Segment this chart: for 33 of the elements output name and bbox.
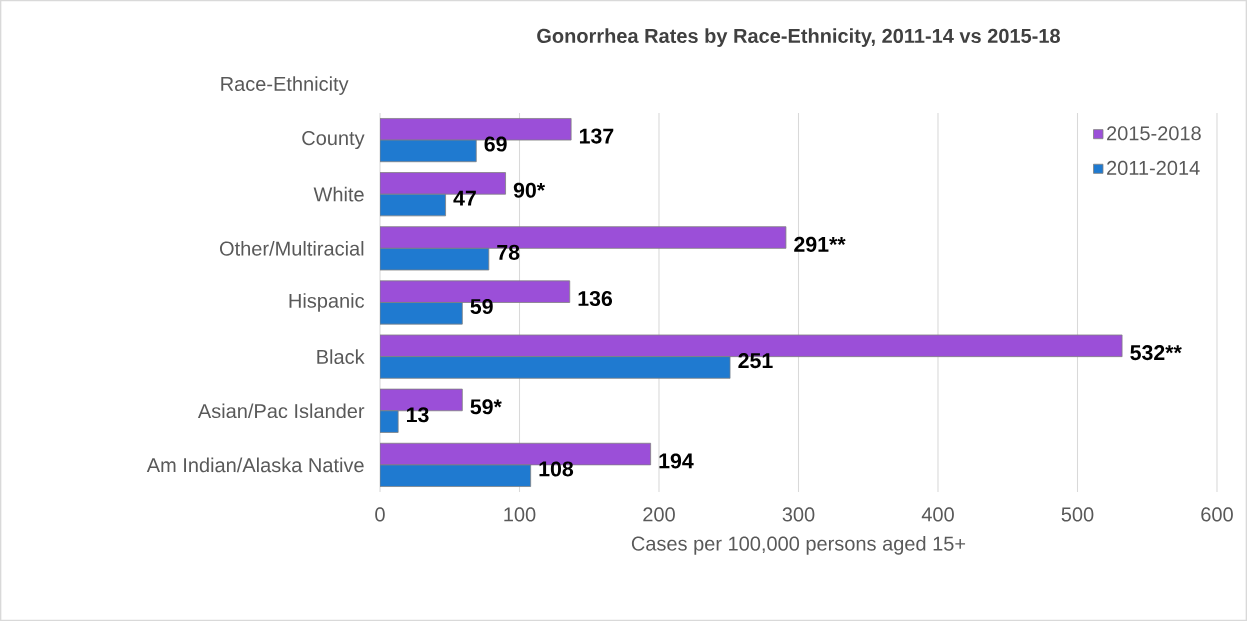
y-tick-label: Asian/Pac Islander (197, 403, 365, 419)
data-label: 90* (513, 182, 546, 198)
data-label: 251 (738, 353, 773, 369)
legend-label: 2015-2018 (1107, 126, 1201, 141)
x-axis-title: Cases per 100,000 persons aged 15+ (631, 536, 966, 555)
x-tick-label: 0 (375, 507, 385, 522)
data-label: 59 (470, 298, 493, 315)
legend-label: 2011-2014 (1107, 160, 1200, 175)
x-tick-label: 400 (921, 507, 954, 522)
data-label: 108 (539, 461, 574, 477)
y-tick-label: County (302, 131, 365, 150)
y-tick-label: White (313, 186, 364, 202)
data-label: 47 (453, 190, 476, 206)
data-label: 137 (579, 128, 614, 144)
data-label: 59* (470, 399, 502, 415)
data-label: 78 (497, 244, 520, 260)
chart-title: Gonorrhea Rates by Race-Ethnicity, 2011-14 vs 2015-18 (537, 28, 1060, 47)
x-tick-label: 200 (643, 507, 675, 522)
data-label: 291** (794, 236, 846, 252)
data-label: 69 (484, 136, 507, 152)
x-tick-label: 600 (1201, 507, 1233, 522)
data-label: 136 (578, 290, 613, 307)
data-label: 13 (406, 407, 429, 423)
y-axis-title: Race-Ethnicity (221, 76, 349, 95)
data-label: 194 (659, 453, 694, 469)
y-tick-label: Am Indian/Alaska Native (146, 457, 364, 473)
data-label: 532** (1130, 345, 1182, 361)
y-tick-label: Other/Multiracial (219, 241, 364, 256)
x-tick-label: 500 (1061, 507, 1094, 522)
x-tick-label: 300 (782, 507, 815, 522)
y-tick-label: Black (317, 349, 365, 364)
x-tick-label: 100 (504, 507, 536, 522)
y-tick-label: Hispanic (289, 293, 365, 312)
